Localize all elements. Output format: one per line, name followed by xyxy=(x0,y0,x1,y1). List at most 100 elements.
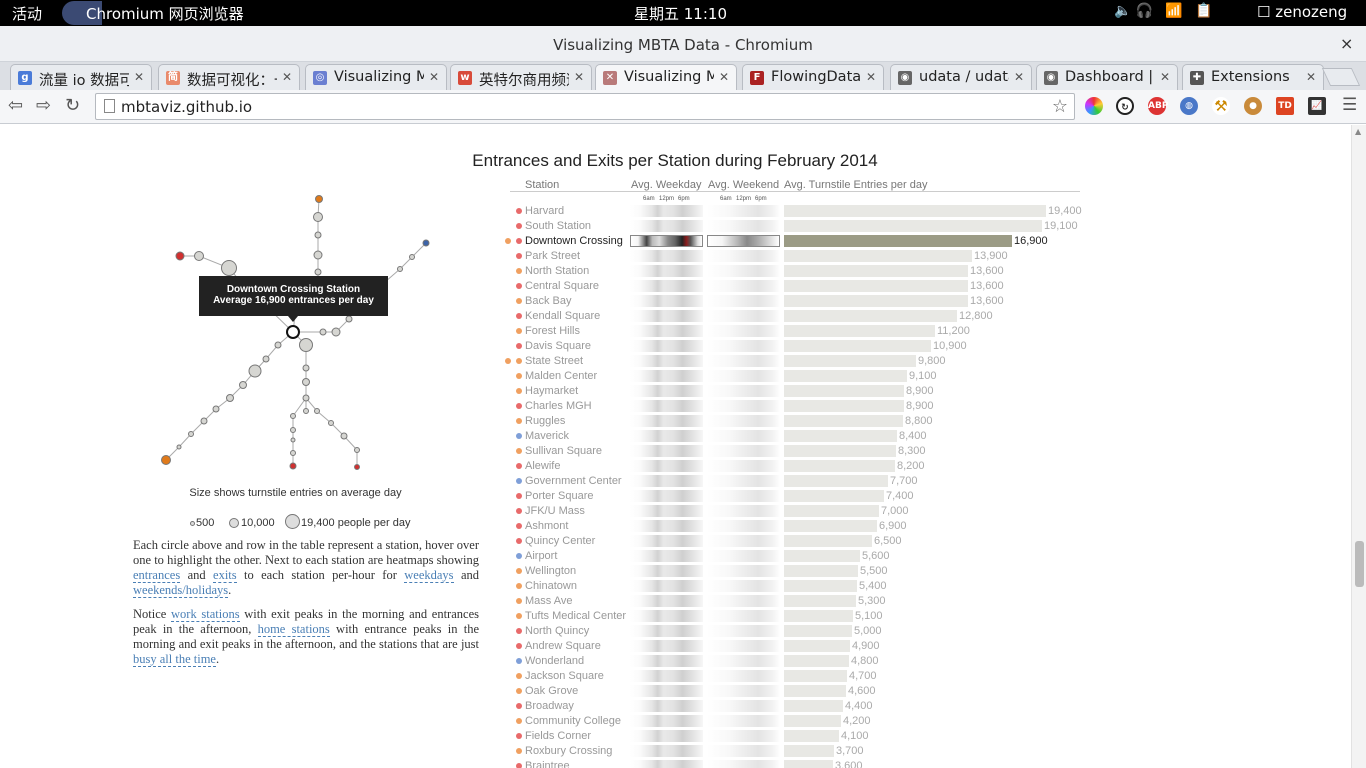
station-circle[interactable] xyxy=(188,431,194,437)
tab-close-icon[interactable]: ✕ xyxy=(428,70,439,84)
station-circle[interactable] xyxy=(354,464,360,470)
back-button[interactable]: ⇦ xyxy=(8,95,24,116)
station-circle[interactable] xyxy=(314,408,320,414)
home-stations-link[interactable]: home stations xyxy=(257,622,330,637)
table-row[interactable]: Haymarket 8,900 xyxy=(505,384,1095,399)
station-circle[interactable] xyxy=(345,315,353,323)
table-row[interactable]: Broadway 4,400 xyxy=(505,699,1095,714)
table-row[interactable]: State Street 9,800 xyxy=(505,354,1095,369)
station-circle[interactable] xyxy=(290,450,296,456)
station-circle[interactable] xyxy=(302,364,310,372)
globe-extension-icon[interactable]: ◍ xyxy=(1180,97,1198,115)
station-circle[interactable] xyxy=(289,462,297,470)
station-circle[interactable] xyxy=(226,394,234,402)
station-circle[interactable] xyxy=(313,212,323,222)
sync-extension-icon[interactable]: ↻ xyxy=(1116,97,1134,115)
station-circle[interactable] xyxy=(239,381,247,389)
table-row[interactable]: Government Center 7,700 xyxy=(505,474,1095,489)
weekdays-link[interactable]: weekdays xyxy=(404,568,454,583)
user-menu[interactable]: ☐ zenozeng xyxy=(1257,3,1347,21)
station-circle[interactable] xyxy=(221,260,237,276)
table-row[interactable]: Airport 5,600 xyxy=(505,549,1095,564)
table-row[interactable]: South Station 19,100 xyxy=(505,219,1095,234)
station-circle[interactable] xyxy=(212,405,220,413)
chart-extension-icon[interactable]: 📈 xyxy=(1308,97,1326,115)
station-circle[interactable] xyxy=(161,455,171,465)
station-circle[interactable] xyxy=(315,195,323,203)
weekends-link[interactable]: weekends/holidays xyxy=(133,583,229,598)
station-circle[interactable] xyxy=(175,251,185,261)
adblock-plus-icon[interactable]: ABP xyxy=(1148,97,1168,115)
tab-7[interactable]: ◉ udata / udata ✕ xyxy=(890,64,1032,90)
exits-link[interactable]: exits xyxy=(213,568,237,583)
station-circle[interactable] xyxy=(354,447,360,453)
table-row[interactable]: Tufts Medical Center 5,100 xyxy=(505,609,1095,624)
vertical-scrollbar[interactable]: ▲ xyxy=(1351,125,1366,768)
bookmark-star-icon[interactable]: ☆ xyxy=(1051,96,1068,117)
highlighted-station-circle[interactable] xyxy=(286,325,300,339)
station-circle[interactable] xyxy=(422,239,430,247)
scroll-up-arrow-icon[interactable]: ▲ xyxy=(1355,127,1362,136)
tab-6[interactable]: F FlowingData ✕ xyxy=(742,64,884,90)
table-row[interactable]: JFK/U Mass 7,000 xyxy=(505,504,1095,519)
forward-button[interactable]: ⇨ xyxy=(36,95,52,116)
address-bar[interactable]: mbtaviz.github.io ☆ xyxy=(95,93,1075,120)
station-circle[interactable] xyxy=(290,413,296,419)
scrollbar-thumb[interactable] xyxy=(1355,541,1364,587)
new-tab-button[interactable] xyxy=(1321,68,1361,86)
table-row[interactable]: Andrew Square 4,900 xyxy=(505,639,1095,654)
activities-button[interactable]: 活动 xyxy=(12,5,43,23)
tab-5[interactable]: ✕ Visualizing MBTA ✕ xyxy=(595,64,737,90)
chrome-menu-button[interactable]: ☰ xyxy=(1342,95,1358,115)
table-row[interactable]: Alewife 8,200 xyxy=(505,459,1095,474)
table-row[interactable]: Charles MGH 8,900 xyxy=(505,399,1095,414)
table-row[interactable]: Maverick 8,400 xyxy=(505,429,1095,444)
station-circle[interactable] xyxy=(314,231,322,239)
table-row[interactable]: Back Bay 13,600 xyxy=(505,294,1095,309)
station-circle[interactable] xyxy=(248,364,262,378)
station-circle[interactable] xyxy=(314,268,322,276)
tab-1[interactable]: g 流量 io 数据可视化 ✕ xyxy=(10,64,152,90)
station-circle[interactable] xyxy=(176,444,182,450)
clock[interactable]: 星期五 11:10 xyxy=(634,5,727,23)
tab-close-icon[interactable]: ✕ xyxy=(133,70,144,84)
cookie-extension-icon[interactable]: ● xyxy=(1244,97,1262,115)
table-row[interactable]: Downtown Crossing 16,900 xyxy=(505,234,1095,249)
table-row[interactable]: Ashmont 6,900 xyxy=(505,519,1095,534)
table-row[interactable]: Sullivan Square 8,300 xyxy=(505,444,1095,459)
station-circle[interactable] xyxy=(262,355,270,363)
color-picker-extension-icon[interactable] xyxy=(1085,97,1103,115)
tab-close-icon[interactable]: ✕ xyxy=(865,70,876,84)
tab-close-icon[interactable]: ✕ xyxy=(573,70,584,84)
station-circle[interactable] xyxy=(397,266,403,272)
tab-close-icon[interactable]: ✕ xyxy=(718,70,729,84)
table-row[interactable]: Roxbury Crossing 3,700 xyxy=(505,744,1095,759)
station-circle[interactable] xyxy=(200,417,208,425)
table-row[interactable]: North Quincy 5,000 xyxy=(505,624,1095,639)
tab-9[interactable]: ✚ Extensions ✕ xyxy=(1182,64,1324,90)
table-row[interactable]: Community College 4,200 xyxy=(505,714,1095,729)
tab-4[interactable]: w 英特尔商用频道 ✕ xyxy=(450,64,592,90)
table-row[interactable]: North Station 13,600 xyxy=(505,264,1095,279)
table-row[interactable]: Ruggles 8,800 xyxy=(505,414,1095,429)
station-circle[interactable] xyxy=(290,437,296,443)
table-row[interactable]: Central Square 13,600 xyxy=(505,279,1095,294)
station-circle[interactable] xyxy=(331,327,341,337)
entrances-link[interactable]: entrances xyxy=(133,568,181,583)
table-row[interactable]: Quincy Center 6,500 xyxy=(505,534,1095,549)
table-row[interactable]: Jackson Square 4,700 xyxy=(505,669,1095,684)
station-circle[interactable] xyxy=(328,420,334,426)
url-text[interactable]: mbtaviz.github.io xyxy=(121,98,253,116)
app-menu[interactable]: Chromium 网页浏览器 xyxy=(86,5,244,23)
station-circle[interactable] xyxy=(290,427,296,433)
station-circle[interactable] xyxy=(274,341,282,349)
todo-extension-icon[interactable]: TD xyxy=(1276,97,1294,115)
tools-extension-icon[interactable]: ⚒ xyxy=(1212,97,1230,115)
station-circle[interactable] xyxy=(302,378,310,386)
table-row[interactable]: Mass Ave 5,300 xyxy=(505,594,1095,609)
tab-close-icon[interactable]: ✕ xyxy=(1013,70,1024,84)
station-circle[interactable] xyxy=(313,250,323,260)
table-row[interactable]: Porter Square 7,400 xyxy=(505,489,1095,504)
table-row[interactable]: Braintree 3,600 xyxy=(505,759,1095,768)
table-row[interactable]: Fields Corner 4,100 xyxy=(505,729,1095,744)
